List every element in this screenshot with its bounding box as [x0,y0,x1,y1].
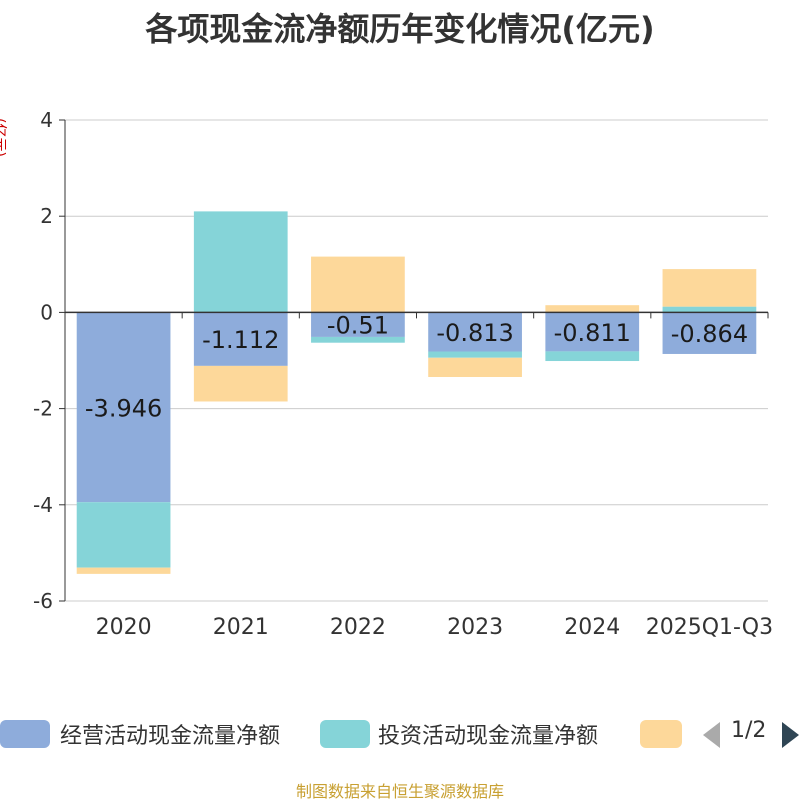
data-label: -0.51 [327,312,389,340]
bar-financing [545,305,640,313]
chart-title: 各项现金流净额历年变化情况(亿元) [145,10,655,48]
source-footer: 制图数据来自恒生聚源数据库 [295,782,504,801]
x-tick-label: 2025Q1-Q3 [646,615,773,640]
y-tick-label: -4 [33,493,53,517]
data-label: -3.946 [85,394,162,422]
bar-financing [662,269,757,307]
bar-financing [193,365,288,402]
x-tick-label: 2024 [564,615,620,640]
bar-financing [76,567,171,574]
data-label: -1.112 [202,326,279,354]
legend-label-operating: 经营活动现金流量净额 [60,724,281,749]
legend-pager-text: 1/2 [731,718,767,743]
data-label: -0.813 [436,319,513,347]
bar-investing [662,306,757,313]
chart-plot: 4 2 0 -2 -4 -6 -3.946 -1.112 -0.51 -0.813 -0.811 -0… [33,108,773,640]
x-tick-label: 2020 [96,615,152,640]
y-tick-label: -2 [33,397,53,421]
y-tick-label: -6 [33,589,53,613]
x-tick-label: 2023 [447,615,503,640]
bar-investing [545,351,640,362]
data-label: -0.811 [554,319,631,347]
bar-financing [428,357,522,377]
legend-swatch-financing [640,720,682,748]
x-tick-label: 2021 [213,615,269,640]
bar-operating [428,312,522,352]
legend-swatch-investing [320,720,370,748]
y-tick-label: 2 [40,204,53,228]
bar-operating [311,312,405,337]
data-label: -0.864 [671,320,748,348]
x-tick-label: 2022 [330,615,386,640]
y-tick-label: 0 [40,300,53,324]
legend-swatch-operating [0,720,50,748]
bar-investing [76,502,171,568]
bar-investing [193,211,288,313]
bar-operating [193,312,288,366]
triangle-right-icon[interactable] [782,722,799,748]
triangle-left-icon[interactable] [703,722,720,748]
y-tick-label: 4 [40,108,53,132]
bar-investing [428,351,522,358]
bar-operating [76,312,171,503]
bar-operating [545,312,640,352]
legend-label-investing: 投资活动现金流量净额 [378,724,599,749]
bar-operating [662,312,757,354]
legend: 经营活动现金流量净额 投资活动现金流量净额 1/2 [0,714,800,754]
bar-financing [311,256,405,313]
bar-investing [311,336,405,343]
